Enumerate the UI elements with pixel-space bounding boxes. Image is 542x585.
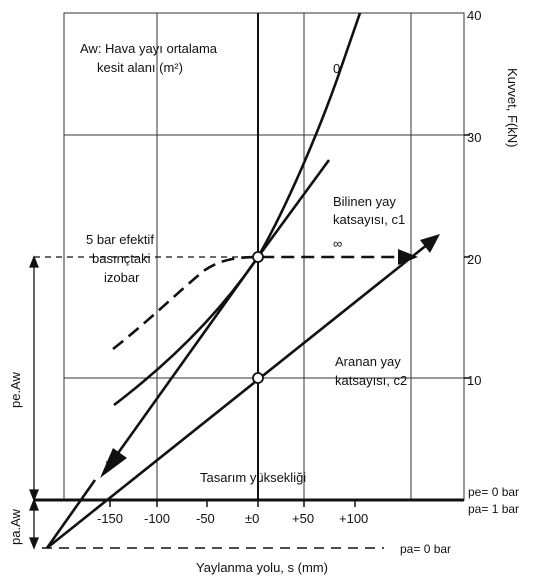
x-tick-0: ±0 xyxy=(245,511,259,526)
pe-aw-dimension xyxy=(29,255,39,502)
known-spring-arrowhead xyxy=(100,448,127,478)
zero-curve-label: 0 xyxy=(333,61,340,76)
design-height-label: Tasarım yüksekliği xyxy=(200,470,306,485)
known-spring-arrow-line xyxy=(104,256,260,472)
y-axis-label: Kuvvet, F(kN) xyxy=(505,68,520,147)
sought-spring-label-line2: katsayısı, c2 xyxy=(335,373,407,388)
isobar-label-line2: basınçtaki xyxy=(92,251,151,266)
x-tick-p50: +50 xyxy=(292,511,314,526)
pa-aw-dimension xyxy=(29,498,39,550)
sought-spring-label-line1: Aranan yay xyxy=(335,354,401,369)
point-10kn xyxy=(252,372,264,384)
y-ticks xyxy=(464,134,470,379)
pa-zero-label: pa= 0 bar xyxy=(400,542,451,556)
sought-spring-arrowhead xyxy=(420,234,440,253)
x-tick-m50: -50 xyxy=(196,511,215,526)
known-spring-line xyxy=(256,159,331,258)
pa-aw-label: pa.Aw xyxy=(8,508,23,545)
x-tick-p100: +100 xyxy=(339,511,368,526)
zero-curve xyxy=(256,12,362,258)
x-ticks xyxy=(109,500,356,507)
isobar-label-line1: 5 bar efektif xyxy=(86,232,154,247)
y-tick-40: 40 xyxy=(467,8,481,23)
area-label-line1: Aw: Hava yayı ortalama xyxy=(80,41,218,56)
y-tick-10: 10 xyxy=(467,373,481,388)
x-tick-m150: -150 xyxy=(97,511,123,526)
infinity-label: ∞ xyxy=(333,236,342,251)
pa-line xyxy=(45,479,97,549)
x-axis-label: Yaylanma yolu, s (mm) xyxy=(196,560,328,575)
pe-aw-label: pe.Aw xyxy=(8,371,23,408)
known-spring-label-line2: katsayısı, c1 xyxy=(333,212,405,227)
known-spring-label-line1: Bilinen yay xyxy=(333,194,396,209)
area-label-line2: kesit alanı (m²) xyxy=(97,60,183,75)
pa-one-label: pa= 1 bar xyxy=(468,502,519,516)
pe-zero-label: pe= 0 bar xyxy=(468,485,519,499)
isobar-label-line3: izobar xyxy=(104,270,140,285)
point-20kn xyxy=(252,251,264,263)
y-tick-30: 30 xyxy=(467,130,481,145)
y-tick-20: 20 xyxy=(467,252,481,267)
isobar-arrowhead xyxy=(398,249,418,265)
x-tick-m100: -100 xyxy=(144,511,170,526)
sought-spring-line xyxy=(46,242,429,550)
